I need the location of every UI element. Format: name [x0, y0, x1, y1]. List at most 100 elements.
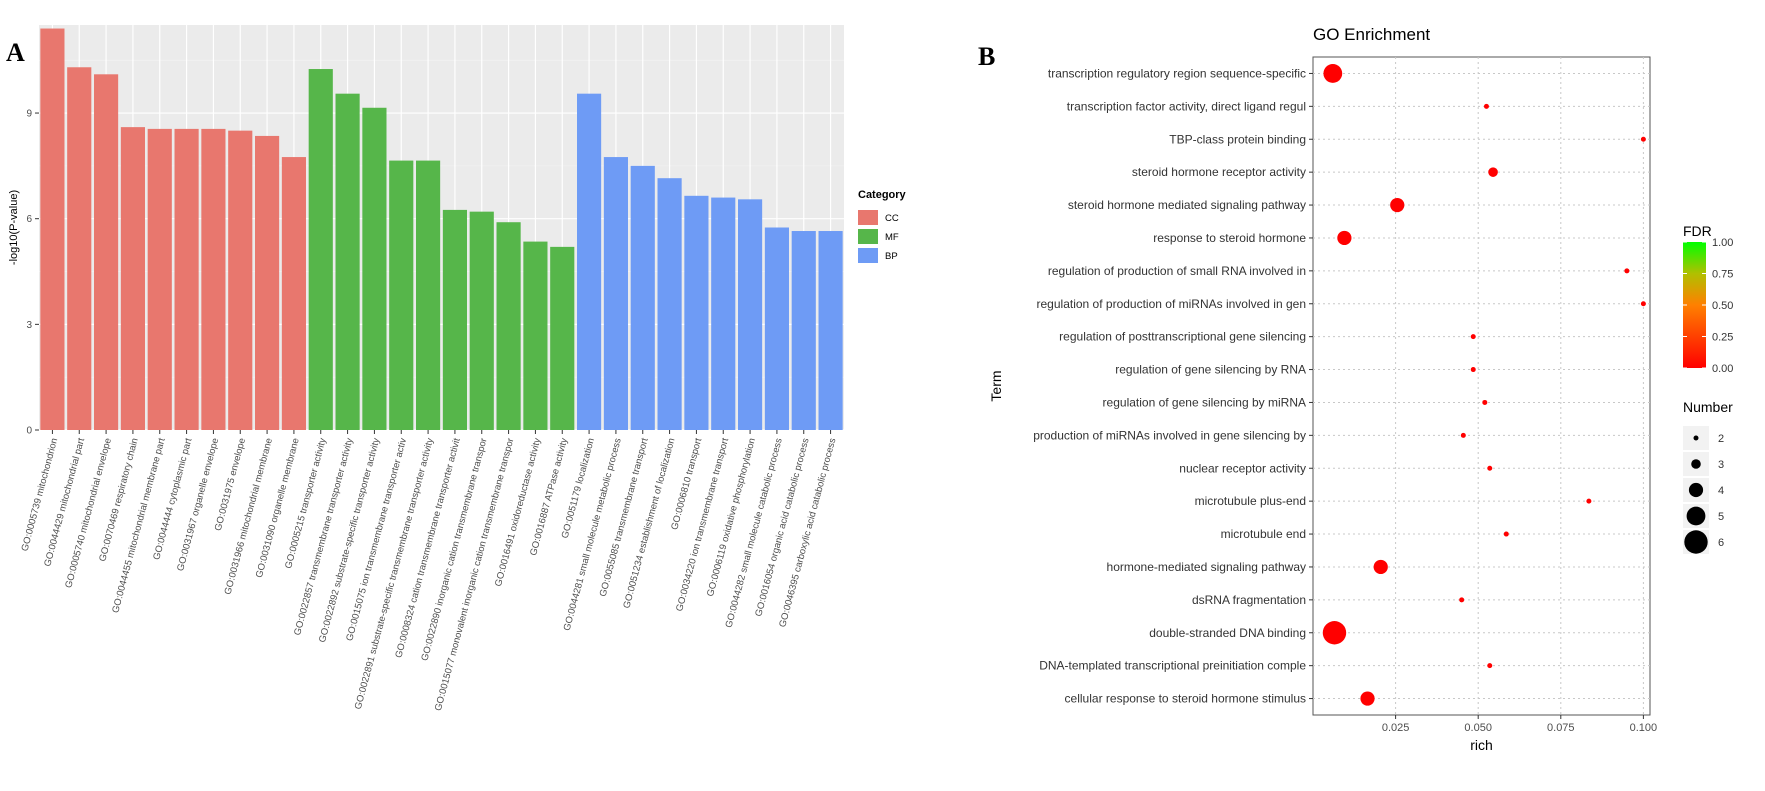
size-legend-label: 4 — [1718, 485, 1724, 497]
color-legend-label: 0.25 — [1712, 332, 1733, 344]
term-label: regulation of posttranscriptional gene s… — [1059, 330, 1306, 344]
chart-title: GO Enrichment — [1313, 25, 1430, 44]
bar — [201, 128, 226, 431]
legend-title: Category — [858, 189, 907, 201]
x-tick-label: 0.025 — [1382, 722, 1410, 734]
x-tick-label: GO:0006119 oxidative phosphorylation — [705, 437, 758, 598]
x-tick-label: 0.100 — [1630, 722, 1658, 734]
plot-background — [39, 25, 844, 430]
data-point — [1460, 432, 1466, 438]
bar — [362, 107, 387, 431]
term-label: double-stranded DNA binding — [1149, 626, 1306, 640]
data-point — [1624, 268, 1630, 274]
color-legend-title: FDR — [1683, 223, 1712, 239]
bar — [67, 67, 92, 431]
term-label: regulation of gene silencing by RNA — [1115, 363, 1306, 377]
bar — [308, 69, 333, 431]
data-point — [1483, 103, 1489, 109]
bar — [550, 246, 575, 430]
data-point — [1373, 559, 1388, 575]
data-point — [1488, 167, 1498, 177]
term-label: steroid hormone mediated signaling pathw… — [1068, 198, 1306, 212]
data-point — [1390, 197, 1405, 213]
size-legend-label: 3 — [1718, 459, 1724, 471]
bar — [281, 157, 306, 430]
y-tick-label: 0 — [26, 426, 32, 437]
term-label: microtubule plus-end — [1195, 494, 1306, 508]
bar — [147, 128, 172, 431]
data-point — [1640, 136, 1646, 142]
color-legend-label: 0.00 — [1712, 363, 1733, 375]
x-tick-label: GO:0034220 ion transmembrane transport — [674, 437, 731, 613]
data-point — [1470, 367, 1476, 373]
bar — [791, 231, 816, 430]
x-tick-label: GO:0044455 mitochondrial membrane part — [110, 437, 167, 615]
bar — [389, 160, 414, 430]
term-label: regulation of gene silencing by miRNA — [1103, 395, 1306, 409]
color-legend-label: 0.75 — [1712, 269, 1733, 281]
term-label: microtubule end — [1221, 527, 1306, 541]
bar — [442, 209, 467, 430]
legend-swatch — [858, 229, 878, 244]
term-label: DNA-templated transcriptional preinitiat… — [1039, 659, 1306, 673]
bar — [764, 227, 789, 430]
y-tick-label: 3 — [26, 320, 32, 331]
data-point — [1360, 691, 1375, 706]
size-legend-label: 5 — [1718, 511, 1724, 523]
term-label: transcription factor activity, direct li… — [1067, 99, 1306, 113]
data-point — [1503, 531, 1509, 537]
data-point — [1487, 663, 1493, 669]
size-legend-dot — [1684, 530, 1708, 554]
term-label: regulation of production of small RNA in… — [1048, 264, 1306, 278]
bar — [228, 130, 253, 431]
data-point — [1586, 498, 1592, 504]
panel-label-b: B — [978, 42, 996, 71]
size-legend-title: Number — [1683, 399, 1733, 415]
term-label: cellular response to steroid hormone sti… — [1065, 692, 1306, 706]
size-legend-label: 2 — [1718, 433, 1724, 445]
legend-label: BP — [885, 251, 898, 262]
color-legend-label: 0.50 — [1712, 300, 1733, 312]
bar — [630, 165, 655, 430]
legend-swatch — [858, 210, 878, 225]
legend-label: CC — [885, 213, 899, 224]
bar — [416, 160, 441, 430]
legend-label: MF — [885, 232, 899, 243]
data-point — [1482, 399, 1488, 405]
term-label: dsRNA fragmentation — [1192, 593, 1306, 607]
data-point — [1337, 230, 1352, 246]
bar — [577, 93, 602, 430]
x-tick-label: GO:0051234 establishment of localization — [621, 437, 677, 610]
bar — [255, 135, 280, 430]
y-tick-label: 9 — [26, 109, 32, 120]
plot-border — [1312, 56, 1651, 716]
data-point — [1323, 64, 1343, 83]
size-legend-label: 6 — [1718, 537, 1724, 549]
bar — [603, 157, 628, 430]
bar — [94, 74, 119, 430]
bar — [684, 195, 709, 430]
bar — [469, 211, 494, 430]
bar — [174, 128, 199, 431]
bar — [40, 28, 65, 431]
x-tick-label: GO:0055085 transmembrane transport — [598, 437, 651, 598]
size-legend-dot — [1688, 482, 1704, 498]
legend-swatch — [858, 248, 878, 263]
color-bar — [1683, 242, 1706, 368]
y-tick-label: 6 — [26, 214, 32, 225]
term-label: transcription regulatory region sequence… — [1048, 66, 1306, 80]
panel-label-a: A — [6, 38, 25, 67]
data-point — [1487, 465, 1493, 471]
size-legend-dot — [1686, 506, 1706, 526]
y-axis-label: -log10(P-value) — [8, 190, 20, 265]
term-label: hormone-mediated signaling pathway — [1107, 560, 1306, 574]
dot-chart-panel-b: 0.025 0.050 0.075 0.100 transcription regula… — [988, 25, 1733, 753]
bar — [335, 93, 360, 430]
data-point — [1322, 621, 1347, 645]
term-label: response to steroid hormone — [1153, 231, 1306, 245]
data-point — [1640, 301, 1646, 307]
size-legend-dot — [1693, 435, 1699, 441]
y-axis-label: Term — [988, 370, 1004, 401]
x-axis-label: rich — [1470, 737, 1493, 753]
